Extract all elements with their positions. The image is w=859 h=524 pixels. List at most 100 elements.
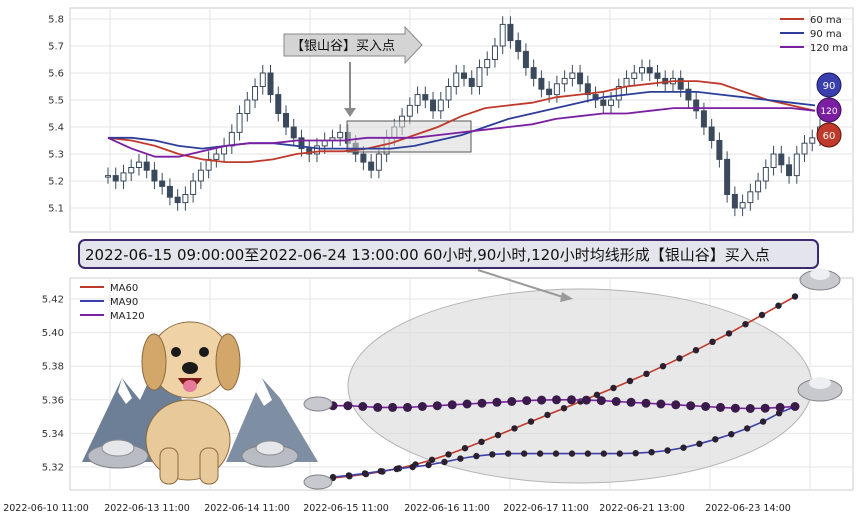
- ma-point-MA90: [728, 431, 735, 438]
- candle-body: [685, 88, 692, 101]
- candle-body: [677, 77, 684, 90]
- annotation-banner-box: [78, 239, 819, 269]
- ma-point-MA90: [345, 472, 353, 479]
- candle-body: [244, 99, 251, 114]
- candle-body: [639, 67, 645, 74]
- y-tick-label: 5.5: [48, 96, 64, 107]
- ma-point-MA90: [648, 449, 655, 456]
- badge-120-label: 120: [820, 107, 837, 117]
- ma-point-MA120: [596, 396, 606, 406]
- ma-point-MA60: [659, 363, 667, 370]
- candle-body: [476, 67, 483, 87]
- candle-body: [623, 77, 630, 88]
- x-tick-label: 2022-06-14 11:00: [204, 503, 290, 514]
- candle-body: [128, 167, 135, 174]
- candle-body: [577, 72, 584, 85]
- ma-lines-top: [107, 80, 816, 164]
- ma-point-MA60: [527, 418, 535, 425]
- legend-90ma: 90 ma: [810, 29, 842, 40]
- candle-body: [731, 194, 738, 209]
- ma-point-MA90: [377, 468, 384, 475]
- candle-body: [786, 164, 793, 177]
- candle-body: [739, 202, 746, 209]
- ma-point-MA90: [552, 450, 560, 457]
- candle-body: [584, 83, 591, 96]
- y-tick-label: 5.7: [48, 42, 64, 53]
- candle-body: [306, 148, 313, 155]
- legend-MA60: MA60: [110, 283, 138, 294]
- candle-body: [236, 113, 243, 133]
- x-tick-label: 2022-06-23 14:00: [705, 503, 791, 514]
- ma-point-MA90: [521, 450, 528, 457]
- legend-MA90: MA90: [110, 297, 138, 308]
- candle-body: [151, 169, 158, 182]
- ma-point-MA90: [361, 470, 369, 477]
- ma-point-MA120: [432, 401, 442, 411]
- ma-point-MA60: [445, 451, 452, 458]
- ma-point-MA120: [537, 395, 547, 405]
- bottom-y-axis: 5.32 5.34 5.36 5.38 5.40 5.42: [42, 295, 64, 474]
- ma-point-MA60: [428, 456, 436, 463]
- ma-point-MA90: [616, 450, 623, 457]
- y-tick-label: 5.38: [42, 362, 64, 373]
- y-tick-label: 5.3: [48, 150, 64, 161]
- ma-point-MA60: [725, 330, 733, 337]
- candle-body: [461, 72, 467, 79]
- legend-60ma: 60 ma: [810, 15, 842, 26]
- ma-point-MA120: [477, 398, 487, 408]
- candle-body: [368, 161, 375, 171]
- candle-body: [375, 153, 382, 171]
- candle-body: [259, 72, 266, 87]
- top-legend: 60 ma 90 ma 120 ma: [780, 15, 848, 54]
- ma-point-MA90: [329, 473, 337, 481]
- silver-ingot-icon: [87, 268, 843, 490]
- candle-body: [159, 180, 166, 187]
- annotation-banner: 2022-06-15 09:00:00至2022-06-24 13:00:00 …: [85, 246, 770, 264]
- badge-60-label: 60: [823, 131, 836, 142]
- x-axis: 2022-06-10 11:00 2022-06-13 11:00 2022-06-…: [3, 503, 791, 514]
- ma-line-60ma: [107, 80, 816, 164]
- banner-pointer: [477, 269, 567, 299]
- candle-body: [538, 77, 545, 90]
- candle-body: [267, 72, 274, 96]
- candle-body: [484, 59, 491, 69]
- ma-point-MA120: [522, 396, 532, 406]
- candle-body: [313, 145, 320, 155]
- candle-body: [793, 153, 800, 177]
- y-tick-label: 5.36: [42, 395, 64, 406]
- ma-point-MA120: [701, 402, 711, 411]
- candle-body: [252, 86, 259, 101]
- candle-body: [406, 104, 413, 117]
- badge-60: [816, 122, 842, 148]
- ma-point-MA120: [581, 395, 591, 405]
- ma-point-MA60: [758, 311, 766, 319]
- x-tick-label: 2022-06-17 11:00: [503, 503, 589, 514]
- ma-point-MA90: [536, 450, 544, 457]
- y-tick-label: 5.40: [42, 328, 64, 339]
- ma-point-MA120: [507, 397, 517, 406]
- candle-body: [522, 50, 529, 69]
- ma-point-MA90: [425, 461, 432, 469]
- candle-body: [422, 94, 429, 101]
- ma-point-MA60: [461, 445, 469, 452]
- y-tick-label: 5.4: [48, 123, 64, 134]
- y-tick-label: 5.32: [42, 463, 64, 474]
- candle-body: [499, 23, 506, 47]
- candle-body: [801, 142, 808, 155]
- x-tick-label: 2022-06-10 11:00: [3, 503, 89, 514]
- ma-point-MA60: [560, 405, 568, 412]
- candle-body: [747, 191, 754, 204]
- candle-body: [166, 185, 173, 198]
- legend-MA120: MA120: [110, 311, 145, 322]
- ma-point-MA90: [393, 465, 400, 473]
- candle-body: [716, 140, 723, 160]
- candle-body: [491, 45, 498, 60]
- top-y-axis: 5.1 5.2 5.3 5.4 5.5 5.6 5.7 5.8: [48, 15, 64, 215]
- ma-point-MA90: [712, 436, 719, 443]
- x-tick-label: 2022-06-21 13:00: [599, 503, 685, 514]
- ma-point-MA60: [692, 347, 700, 354]
- y-tick-label: 5.34: [42, 429, 64, 440]
- silver-valley-tag-box: [283, 25, 423, 65]
- ma-point-MA120: [626, 397, 636, 407]
- candle-body: [453, 72, 460, 87]
